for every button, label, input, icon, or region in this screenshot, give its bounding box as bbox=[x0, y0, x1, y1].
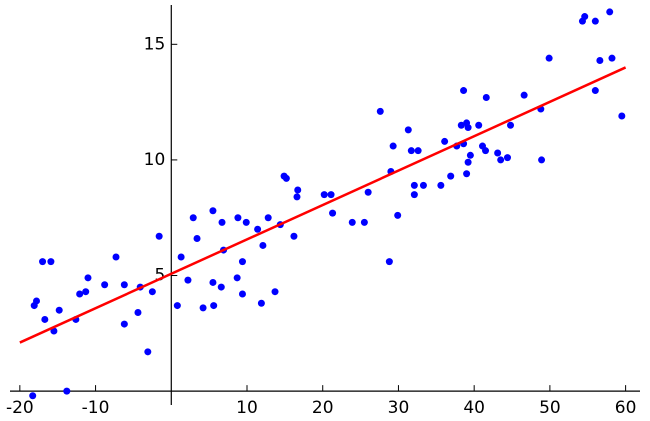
point bbox=[120, 281, 128, 289]
point bbox=[507, 121, 515, 129]
point bbox=[591, 87, 599, 95]
point bbox=[404, 126, 412, 134]
point bbox=[407, 147, 415, 155]
point bbox=[457, 121, 465, 129]
point bbox=[148, 288, 156, 296]
point bbox=[233, 274, 241, 282]
point bbox=[41, 315, 49, 323]
point bbox=[460, 87, 468, 95]
point bbox=[238, 290, 246, 298]
point bbox=[294, 186, 302, 194]
point bbox=[76, 290, 84, 298]
point bbox=[282, 174, 290, 182]
point bbox=[327, 191, 335, 199]
point bbox=[82, 288, 90, 296]
point bbox=[210, 302, 218, 310]
point bbox=[189, 214, 197, 222]
point bbox=[591, 17, 599, 25]
point bbox=[466, 151, 474, 159]
point bbox=[581, 13, 589, 21]
point bbox=[293, 193, 301, 201]
y-tick-label: 10 bbox=[144, 150, 166, 170]
point bbox=[242, 218, 250, 226]
point bbox=[238, 258, 246, 266]
point bbox=[464, 158, 472, 166]
point bbox=[520, 91, 528, 99]
point bbox=[193, 235, 201, 243]
point bbox=[264, 214, 272, 222]
y-tick-label: 15 bbox=[144, 34, 166, 54]
point bbox=[414, 147, 422, 155]
point bbox=[63, 387, 71, 395]
x-tick-label: 60 bbox=[615, 398, 637, 418]
x-tick-label: 10 bbox=[236, 398, 258, 418]
point bbox=[199, 304, 207, 312]
y-tick-label: 5 bbox=[154, 266, 165, 286]
point bbox=[497, 156, 505, 164]
point bbox=[209, 207, 217, 215]
point bbox=[47, 258, 55, 266]
fit-line bbox=[19, 66, 627, 344]
point bbox=[482, 147, 490, 155]
point bbox=[84, 274, 92, 282]
point bbox=[394, 211, 402, 219]
point bbox=[608, 54, 616, 62]
point bbox=[112, 253, 120, 261]
point bbox=[376, 107, 384, 115]
point bbox=[290, 232, 298, 240]
point bbox=[184, 276, 192, 284]
point bbox=[218, 218, 226, 226]
point bbox=[257, 299, 265, 307]
point bbox=[155, 232, 163, 240]
point bbox=[33, 297, 41, 305]
point bbox=[134, 309, 142, 317]
point bbox=[173, 302, 181, 310]
point bbox=[271, 288, 279, 296]
point bbox=[144, 348, 152, 356]
point bbox=[464, 124, 472, 132]
point bbox=[209, 278, 217, 286]
point bbox=[410, 191, 418, 199]
point bbox=[419, 181, 427, 189]
point bbox=[101, 281, 109, 289]
x-tick-label: 40 bbox=[463, 398, 485, 418]
point bbox=[217, 283, 225, 291]
point bbox=[234, 214, 242, 222]
x-tick-label: -10 bbox=[82, 398, 110, 418]
point bbox=[410, 181, 418, 189]
point bbox=[545, 54, 553, 62]
point bbox=[538, 156, 546, 164]
point bbox=[618, 112, 626, 120]
point bbox=[606, 8, 614, 16]
x-tick-label: 20 bbox=[312, 398, 334, 418]
point bbox=[503, 154, 511, 162]
point bbox=[441, 137, 449, 145]
x-tick-label: 30 bbox=[388, 398, 410, 418]
point bbox=[29, 392, 37, 400]
x-tick-label: 50 bbox=[539, 398, 561, 418]
point bbox=[596, 56, 604, 64]
point bbox=[320, 191, 328, 199]
point bbox=[437, 181, 445, 189]
point bbox=[259, 241, 267, 249]
point bbox=[360, 218, 368, 226]
point bbox=[463, 170, 471, 178]
point bbox=[364, 188, 372, 196]
point bbox=[55, 306, 63, 314]
point bbox=[385, 258, 393, 266]
x-tick-label: -20 bbox=[6, 398, 34, 418]
point bbox=[329, 209, 337, 217]
point bbox=[177, 253, 185, 261]
point bbox=[39, 258, 47, 266]
point bbox=[254, 225, 262, 233]
point bbox=[447, 172, 455, 180]
point bbox=[475, 121, 483, 129]
point bbox=[120, 320, 128, 328]
point bbox=[482, 93, 490, 101]
point bbox=[389, 142, 397, 150]
point bbox=[494, 149, 502, 157]
point bbox=[348, 218, 356, 226]
